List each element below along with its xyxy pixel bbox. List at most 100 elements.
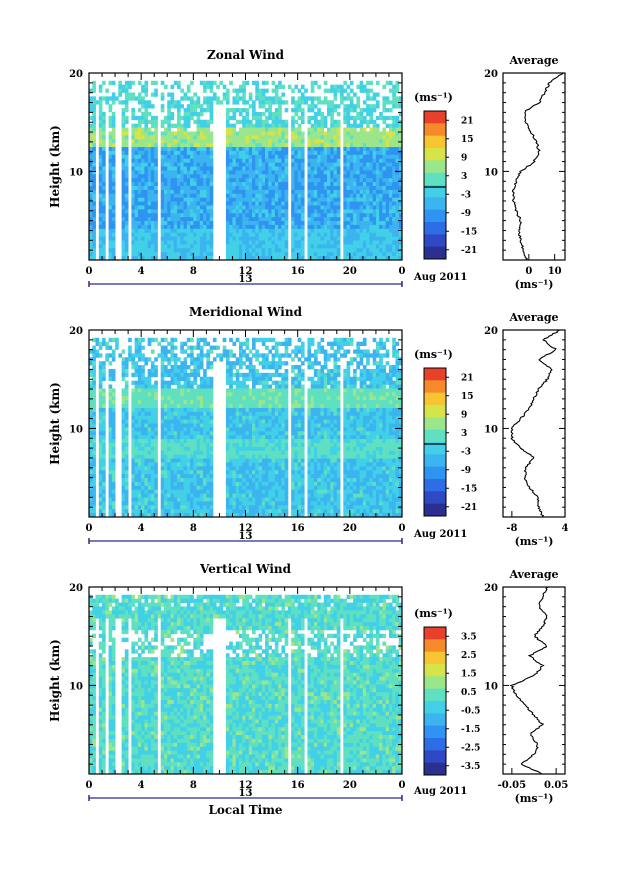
heatmap-cell [398, 127, 403, 132]
heatmap-cell [297, 248, 302, 253]
heatmap-cell [167, 493, 171, 498]
heatmap-cell [336, 189, 341, 195]
heatmap-cell [177, 108, 181, 113]
heatmap-cell [124, 182, 129, 187]
heatmap-cell [89, 185, 93, 191]
heatmap-cell [141, 411, 145, 417]
heatmap-cell [203, 446, 207, 452]
heatmap-cell [209, 454, 214, 459]
heatmap-cell [124, 454, 129, 459]
heatmap-cell [89, 361, 93, 366]
heatmap-cell [294, 236, 299, 241]
heatmap-cell [199, 357, 204, 362]
heatmap-cell [258, 170, 263, 175]
heatmap-cell [134, 345, 139, 350]
heatmap-cell [252, 123, 256, 128]
heatmap-cell [398, 170, 403, 175]
heatmap-cell [242, 224, 246, 230]
heatmap-cell [248, 209, 253, 214]
heatmap-cell [102, 435, 106, 440]
heatmap-cell [281, 166, 286, 171]
heatmap-cell [144, 485, 149, 491]
heatmap-cell [281, 84, 286, 89]
heatmap-cell [271, 197, 276, 202]
heatmap-cell [108, 388, 113, 393]
heatmap-cell [258, 92, 263, 97]
heatmap-cell [353, 209, 357, 214]
heatmap-cell [225, 96, 230, 101]
heatmap-cell [271, 150, 276, 156]
heatmap-cell [300, 228, 305, 234]
heatmap-cell [150, 458, 155, 463]
heatmap-cell [193, 345, 197, 350]
heatmap-cell [395, 154, 400, 160]
colorbar-swatch [424, 185, 446, 198]
heatmap-cell [144, 115, 149, 121]
heatmap-cell [330, 162, 334, 167]
heatmap-cell [98, 182, 103, 187]
heatmap-cell [294, 127, 299, 132]
heatmap-cell [102, 240, 106, 245]
heatmap-cell [199, 248, 204, 253]
heatmap-cell [92, 513, 96, 518]
heatmap-cell [190, 131, 194, 136]
heatmap-cell [252, 174, 256, 179]
heatmap-cell [177, 209, 181, 214]
heatmap-cell [307, 143, 312, 148]
heatmap-cell [102, 213, 106, 218]
heatmap-cell [134, 349, 139, 354]
heatmap-cell [206, 341, 211, 346]
heatmap-cell [134, 228, 139, 234]
heatmap-cell [199, 108, 204, 113]
heatmap-cell [177, 147, 181, 152]
heatmap-cell [278, 193, 282, 199]
heatmap-cell [362, 139, 367, 144]
heatmap-cell [300, 115, 305, 121]
heatmap-cell [248, 135, 253, 140]
heatmap-cell [170, 454, 175, 459]
heatmap-cell [398, 256, 403, 261]
heatmap-cell [183, 127, 188, 132]
heatmap-cell [238, 221, 243, 226]
heatmap-cell [111, 209, 116, 214]
heatmap-cell [248, 189, 253, 195]
heatmap-cell [177, 119, 181, 125]
heatmap-cell [258, 158, 263, 164]
heatmap-cell [154, 127, 158, 132]
heatmap-cell [356, 178, 361, 183]
heatmap-cell [349, 135, 354, 140]
heatmap-cell [173, 150, 178, 156]
heatmap-cell [128, 345, 132, 350]
heatmap-cell [225, 380, 230, 385]
heatmap-cell [131, 407, 136, 413]
heatmap-cell [89, 466, 93, 471]
heatmap-cell [281, 224, 286, 230]
heatmap-cell [245, 131, 250, 136]
heatmap-cell [255, 185, 259, 191]
heatmap-cell [300, 92, 305, 97]
heatmap-cell [222, 349, 227, 354]
heatmap-cell [349, 96, 354, 101]
heatmap-cell [108, 217, 113, 222]
heatmap-cell [186, 162, 191, 167]
heatmap-cell [255, 178, 259, 183]
heatmap-cell [154, 232, 158, 238]
heatmap-cell [177, 182, 181, 187]
heatmap-cell [232, 189, 237, 195]
heatmap-cell [297, 131, 302, 136]
heatmap-cell [313, 213, 318, 218]
heatmap-cell [89, 170, 93, 175]
heatmap-cell [111, 197, 116, 202]
heatmap-cell [203, 427, 207, 432]
heatmap-cell [238, 248, 243, 253]
heatmap-cell [160, 178, 165, 183]
heatmap-cell [147, 224, 152, 230]
heatmap-cell [346, 84, 351, 89]
heatmap-cell [92, 481, 96, 487]
heatmap-cell [392, 170, 396, 175]
heatmap-cell [193, 166, 197, 171]
heatmap-cell [252, 182, 256, 187]
heatmap-cell [388, 213, 393, 218]
heatmap-cell [144, 158, 149, 164]
heatmap-cell [340, 84, 344, 89]
